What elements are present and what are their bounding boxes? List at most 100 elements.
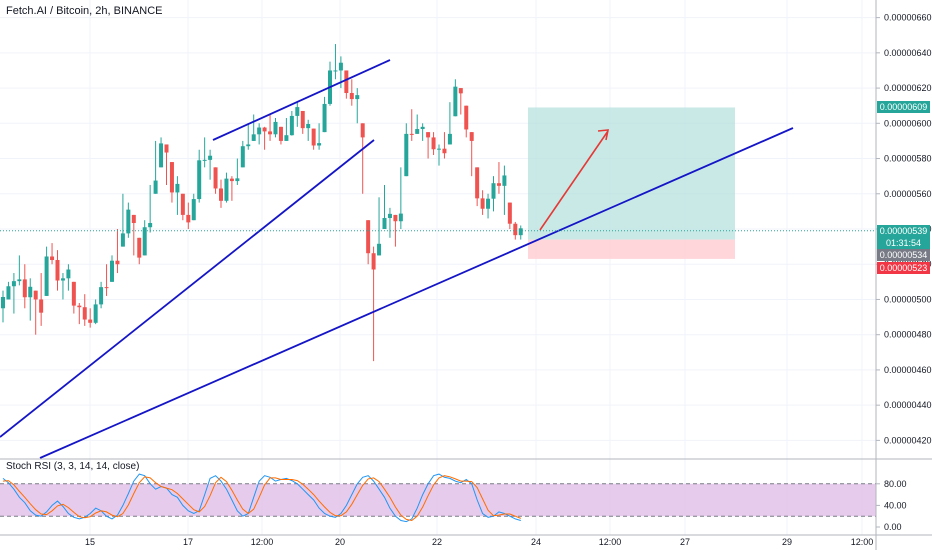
- price-axis[interactable]: 0.00000660 0.00000640 0.00000620 0.00000600…: [875, 0, 932, 550]
- candle-body: [437, 148, 441, 150]
- candle-body: [197, 160, 202, 200]
- candle-body: [1, 296, 5, 309]
- time-tick-label: 22: [432, 537, 442, 547]
- candle-body: [39, 299, 44, 313]
- countdown-tag: 01:31:54: [877, 236, 930, 249]
- rsi-axis[interactable]: 80.00 40.00 0.00: [876, 479, 907, 532]
- candle-body: [268, 131, 273, 135]
- candle-body: [22, 279, 27, 298]
- trendline-lower-channel[interactable]: [0, 139, 375, 438]
- price-tick-label: 0.00000580: [884, 154, 932, 164]
- candle-body: [393, 214, 398, 222]
- candle-body: [104, 287, 109, 289]
- candle-body: [469, 132, 474, 141]
- time-tick-label: 12:00: [251, 537, 274, 547]
- candle-body: [71, 281, 76, 306]
- candle-body: [518, 228, 523, 236]
- candle-body: [431, 137, 436, 150]
- candle-body: [55, 260, 60, 281]
- projection-arrow[interactable]: [539, 129, 609, 231]
- candle-body: [44, 256, 49, 296]
- candle-body: [164, 144, 169, 153]
- candle-body: [137, 237, 142, 258]
- candle-body: [404, 133, 409, 177]
- candle-body: [186, 214, 191, 223]
- price-grid: [0, 0, 876, 535]
- candle-body: [229, 178, 234, 182]
- candle-body: [11, 281, 16, 287]
- price-tick-label: 0.00000640: [884, 48, 932, 58]
- candle-body: [115, 260, 120, 265]
- candle-body: [300, 110, 305, 129]
- candle-body: [317, 143, 322, 146]
- candle-body: [6, 286, 11, 300]
- price-tick-label: 0.00000420: [884, 435, 932, 445]
- candle-body: [246, 144, 251, 147]
- candle-body: [169, 162, 174, 193]
- candle-body: [202, 159, 207, 161]
- candle-body: [295, 107, 300, 116]
- price-tick-label: 0.00000480: [884, 330, 932, 340]
- candle-body: [159, 143, 164, 168]
- candle-body: [442, 148, 447, 154]
- candle-body: [142, 227, 147, 256]
- candle-body: [110, 260, 114, 282]
- candles: [1, 44, 523, 362]
- candle-body: [507, 202, 512, 224]
- candle-body: [355, 95, 360, 100]
- candle-body: [382, 217, 387, 229]
- candle-body: [349, 93, 354, 100]
- time-tick-label: 12:00: [851, 537, 874, 547]
- candle-body: [28, 286, 33, 298]
- price-tick-label: 0.00000460: [884, 365, 932, 375]
- candle-body: [240, 146, 245, 168]
- stop-price-tag: 0.00000523: [877, 261, 930, 274]
- candle-body: [426, 132, 431, 138]
- time-axis[interactable]: 15 17 12:00 20 22 24 12:00 27 29 12:00: [0, 534, 932, 547]
- candle-body: [77, 305, 82, 308]
- candle-body: [82, 307, 87, 320]
- candle-body: [66, 269, 71, 279]
- candle-body: [289, 115, 294, 136]
- price-tick-label: 0.00000440: [884, 400, 932, 410]
- target-price-tag: 0.00000609: [877, 101, 930, 114]
- candle-body: [120, 233, 125, 247]
- candle-body: [251, 134, 256, 141]
- candle-body: [371, 253, 376, 270]
- candle-body: [475, 167, 480, 199]
- candle-body: [224, 178, 229, 201]
- candle-body: [284, 135, 289, 141]
- candle-body: [453, 86, 458, 117]
- time-tick-label: 12:00: [599, 537, 622, 547]
- rsi-band: [0, 483, 876, 517]
- candle-body: [33, 290, 38, 300]
- candle-body: [153, 180, 158, 194]
- candle-body: [191, 199, 196, 221]
- candle-body: [126, 209, 131, 234]
- trendline-upper-channel[interactable]: [212, 59, 391, 141]
- time-tick-label: 17: [183, 537, 193, 547]
- indicator-title[interactable]: Stoch RSI (3, 3, 14, 14, close): [6, 461, 140, 472]
- candle-body: [480, 198, 485, 209]
- candle-body: [278, 126, 283, 141]
- candle-body: [322, 103, 327, 133]
- candle-body: [208, 155, 213, 160]
- candle-body: [262, 127, 267, 132]
- time-tick-label: 29: [782, 537, 792, 547]
- candle-body: [93, 304, 98, 323]
- symbol-title[interactable]: Fetch.AI / Bitcoin, 2h, BINANCE: [6, 5, 163, 17]
- candle-body: [213, 167, 218, 189]
- arrow-head: [597, 129, 609, 141]
- rsi-d-line: [2, 475, 521, 522]
- entry-price-tag: 0.00000534: [877, 248, 930, 261]
- candle-body: [344, 70, 349, 94]
- trendline-main-support[interactable]: [39, 127, 794, 459]
- candle-body: [273, 121, 278, 135]
- candle-body: [398, 213, 403, 222]
- candle-body: [486, 198, 491, 209]
- candle-body: [148, 223, 153, 228]
- price-tick-label: 0.00000560: [884, 189, 932, 199]
- candle-body: [415, 129, 420, 134]
- candle-body: [377, 243, 382, 256]
